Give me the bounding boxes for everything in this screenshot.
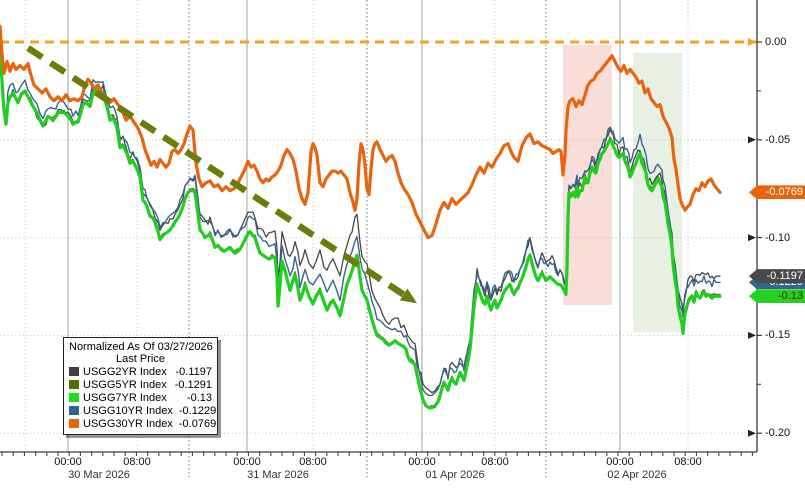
legend-item-usgg10yr: USGG10YR Index -0.1229 [69, 404, 216, 417]
legend-item-usgg2yr: USGG2YR Index -0.1197 [69, 365, 212, 378]
y-gridline-pointer-icon [748, 429, 756, 437]
legend-series-name: USGG10YR Index [83, 404, 173, 417]
usgg30yr-swatch-icon [69, 419, 79, 428]
zero-axis-pointer-icon [748, 38, 756, 46]
x-axis-time-label: 08:00 [674, 456, 702, 468]
y-gridline-pointer-icon [748, 234, 756, 242]
x-axis-date-label: 01 Apr 2026 [425, 469, 485, 481]
y-axis-label: -0.15 [765, 329, 791, 342]
y-gridline-pointer-icon [748, 331, 756, 339]
last-price-badge: -0.13 [749, 289, 805, 304]
legend-item-usgg30yr: USGG30YR Index -0.0769 [69, 417, 216, 430]
usgg10yr-swatch-icon [69, 406, 79, 415]
x-axis-time-label: 00:00 [233, 456, 261, 468]
series-line-usgg7yr [0, 50, 722, 410]
legend-series-value: -0.0769 [178, 417, 217, 430]
trend-arrow-line [26, 45, 414, 303]
x-axis-time-label: 08:00 [299, 456, 327, 468]
legend-series-value: -0.13 [186, 391, 212, 404]
x-axis-time-label: 00:00 [408, 456, 436, 468]
y-gridline-pointer-icon [748, 136, 756, 144]
series-line-usgg10yr [0, 45, 721, 397]
usgg7yr-swatch-icon [69, 393, 79, 402]
x-axis-time-label: 00:00 [606, 456, 634, 468]
last-price-badge: -0.1197 [749, 269, 805, 284]
y-axis-label: -0.05 [765, 133, 791, 146]
legend-series-name: USGG7YR Index [83, 391, 167, 404]
highlight-band-1 [633, 53, 682, 332]
legend-title: Normalized As Of 03/27/2026 [69, 341, 213, 353]
x-axis-time-label: 00:00 [54, 456, 82, 468]
usgg2yr-swatch-icon [69, 367, 79, 376]
legend-series-value: -0.1229 [178, 404, 217, 417]
y-axis-label: -0.10 [765, 231, 791, 244]
series-line-usgg30yr [0, 24, 722, 240]
legend-series-value: -0.1291 [174, 378, 212, 391]
legend-subtitle: Last Price [116, 353, 165, 365]
x-axis-date-label: 02 Apr 2026 [607, 469, 667, 481]
x-axis-time-label: 08:00 [123, 456, 151, 468]
legend-item-usgg5yr: USGG5YR Index -0.1291 [69, 378, 212, 391]
legend-series-name: USGG30YR Index [83, 417, 173, 430]
legend-item-usgg7yr: USGG7YR Index -0.13 [69, 391, 212, 404]
x-axis-time-label: 08:00 [481, 456, 509, 468]
x-axis-date-label: 31 Mar 2026 [247, 469, 309, 481]
legend-series-value: -0.1197 [175, 365, 213, 378]
usgg5yr-swatch-icon [69, 380, 79, 389]
last-price-badge: -0.0769 [749, 185, 805, 200]
x-axis-date-label: 30 Mar 2026 [68, 469, 130, 481]
chart-legend: Normalized As Of 03/27/2026 Last Price U… [63, 337, 218, 435]
legend-series-name: USGG5YR Index [83, 378, 167, 391]
y-axis-label: -0.20 [765, 427, 791, 440]
trend-arrowhead-icon [399, 288, 418, 304]
y-axis-label: 0.00 [765, 36, 787, 48]
legend-series-name: USGG2YR Index [83, 365, 167, 378]
